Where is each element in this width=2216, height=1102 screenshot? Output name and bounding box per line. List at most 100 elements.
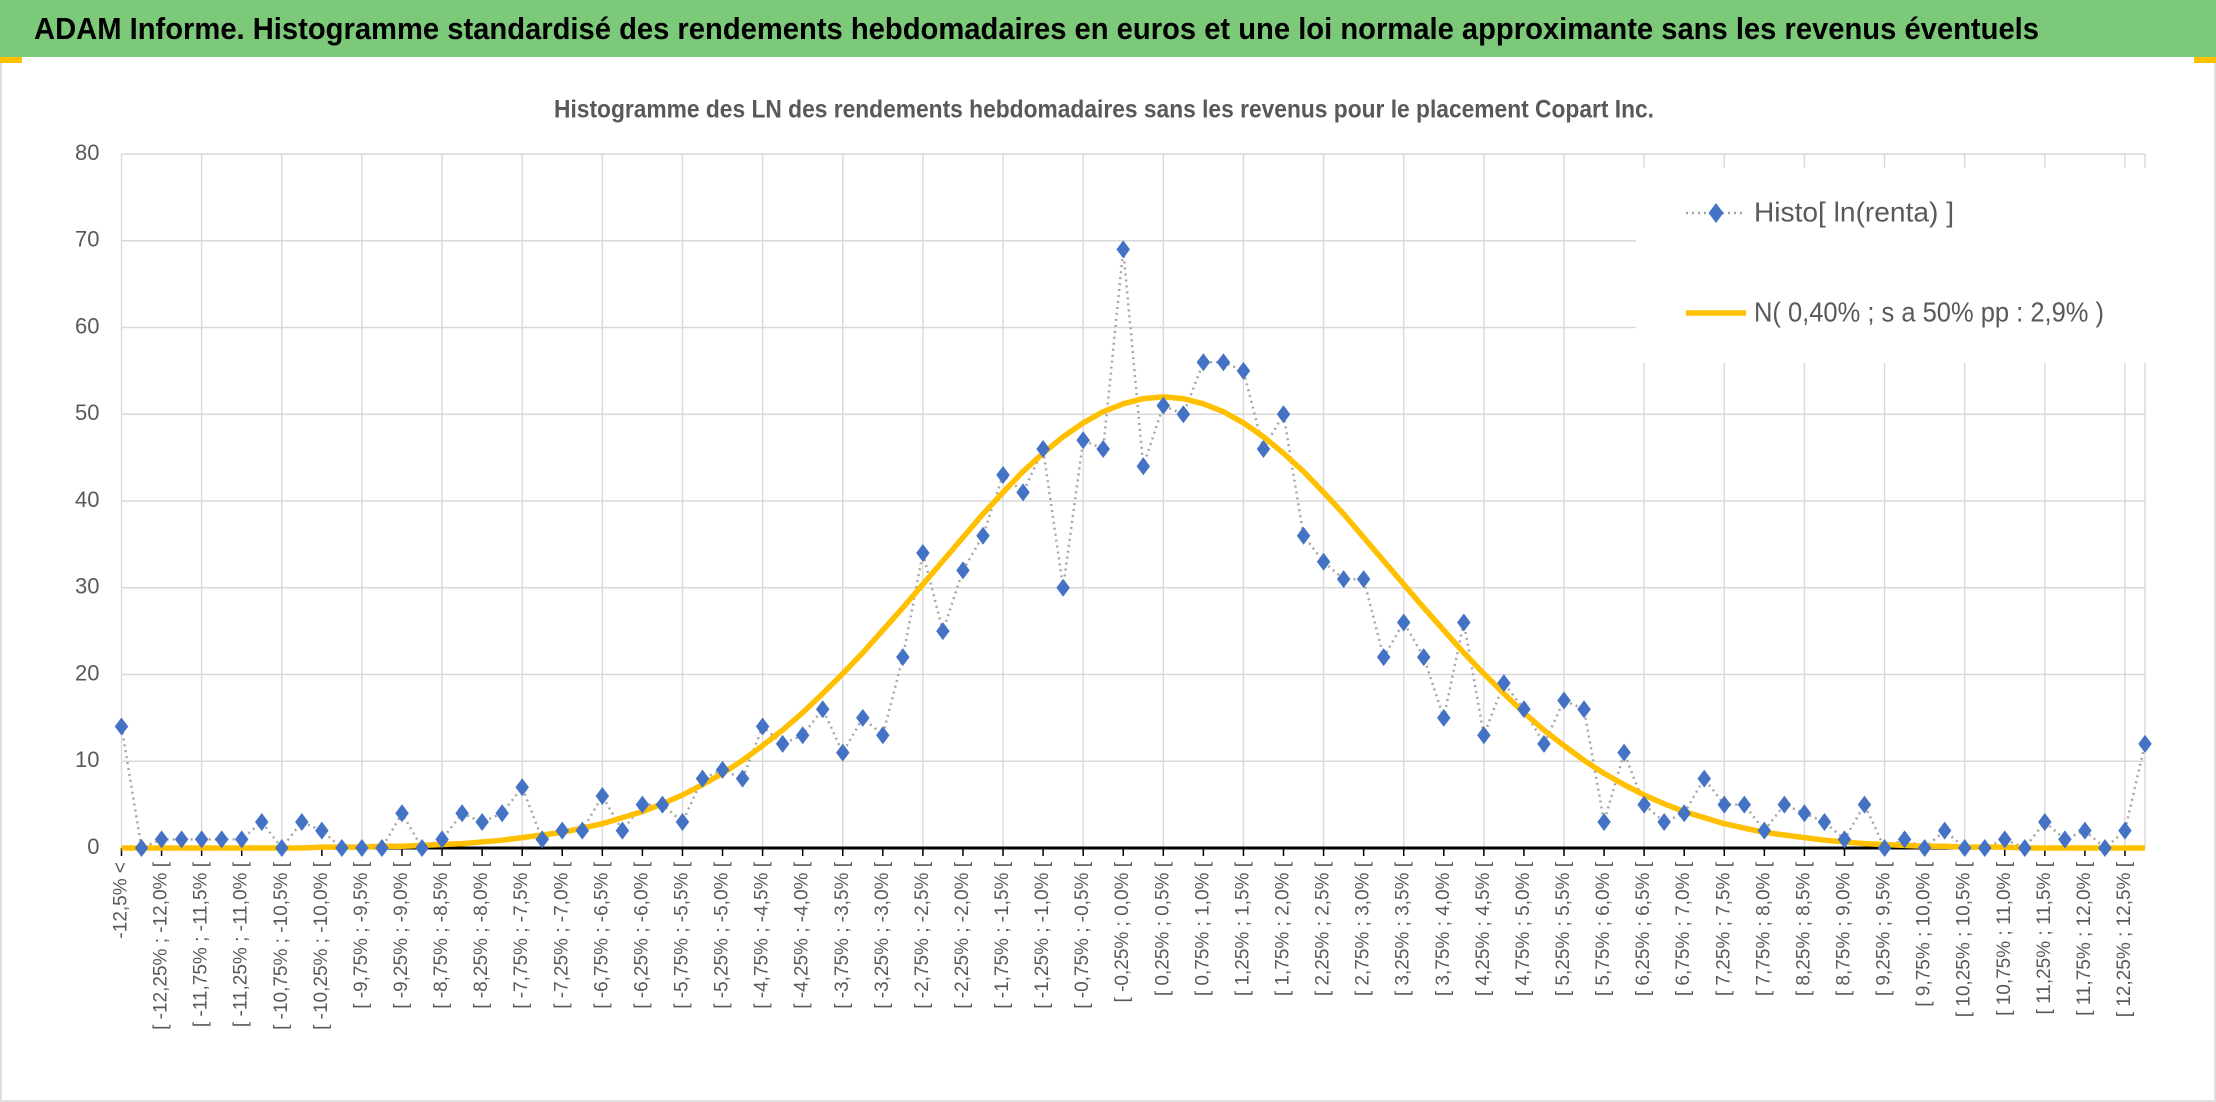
histogram-marker	[1116, 240, 1130, 259]
histogram-marker	[1417, 648, 1431, 667]
histogram-marker	[2058, 830, 2072, 849]
histogram-marker	[1316, 552, 1331, 571]
histogram-marker	[1497, 674, 1511, 693]
histogram-marker	[254, 812, 269, 831]
corner-accent	[0, 57, 22, 63]
histogram-marker	[1957, 839, 1972, 857]
histogram-marker	[315, 821, 329, 840]
histogram-marker	[475, 812, 489, 831]
x-tick-label: [ -7,75% ; -7,5% [	[511, 861, 532, 1009]
histogram-marker	[2138, 734, 2152, 753]
histogram-marker	[1517, 700, 1531, 719]
histogram-marker	[1697, 769, 1711, 788]
x-tick-label: [ 2,25% ; 2,5% [	[1313, 861, 1334, 996]
histogram-marker	[275, 839, 289, 857]
histogram-marker	[1797, 804, 1812, 823]
histogram-marker	[1096, 439, 1110, 458]
histogram-marker	[595, 786, 610, 805]
x-tick-label: [ 7,75% ; 8,0% [	[1753, 861, 1774, 996]
x-tick-label: [ -1,25% ; -1,0% [	[1032, 861, 1053, 1009]
histogram-marker	[2118, 821, 2132, 840]
histogram-marker	[1998, 830, 2012, 849]
histogram-marker	[1757, 821, 1772, 840]
x-tick-label: [ 1,75% ; 2,0% [	[1273, 861, 1294, 996]
histogram-marker	[1156, 396, 1171, 415]
histogram-marker	[1677, 804, 1691, 823]
histogram-marker	[114, 717, 129, 736]
histogram-marker	[435, 830, 449, 849]
histogram-marker	[194, 830, 209, 849]
x-tick-label: [ 11,25% ; 11,5% [	[2034, 861, 2055, 1014]
x-tick-label: [ 9,25% ; 9,5% [	[1874, 861, 1895, 996]
x-tick-label: [ -11,25% ; -11,0% [	[231, 861, 252, 1027]
histogram-marker	[2038, 812, 2052, 831]
histogram-marker	[675, 812, 690, 831]
x-tick-label: [ -2,25% ; -2,0% [	[952, 861, 973, 1009]
histogram-marker	[1216, 353, 1231, 372]
x-tick-label: [ 1,25% ; 1,5% [	[1232, 861, 1253, 996]
histogram-marker	[495, 804, 509, 823]
histogram-marker	[1897, 830, 1912, 849]
header-bar	[0, 0, 2216, 57]
histogram-marker	[655, 795, 670, 814]
y-tick-label: 50	[75, 400, 99, 425]
x-tick-label: [ -1,75% ; -1,5% [	[992, 861, 1013, 1009]
y-tick-label: 60	[75, 313, 99, 338]
histogram-marker	[916, 544, 930, 563]
histogram-marker	[2078, 821, 2092, 840]
histogram-marker	[575, 821, 590, 840]
normal-curve	[121, 394, 2145, 851]
histogram-marker	[1356, 570, 1371, 589]
histogram-marker	[375, 839, 389, 857]
x-tick-label: [ 6,25% ; 6,5% [	[1633, 861, 1654, 996]
legend-label: N( 0,40% ; s a 50% pp : 2,9% )	[1754, 296, 2104, 327]
histogram-marker	[635, 795, 650, 814]
histogram-marker	[335, 839, 349, 857]
x-tick-label: [ -0,75% ; -0,5% [	[1072, 861, 1093, 1009]
histogram-marker	[976, 526, 990, 545]
y-tick-label: 20	[75, 660, 99, 685]
histogram-marker	[1717, 795, 1732, 814]
histogram-marker	[1857, 795, 1872, 814]
histogram-marker	[1937, 821, 1952, 840]
histogram-marker	[1176, 405, 1191, 424]
histogram-marker	[896, 648, 910, 667]
x-tick-label: [ -5,25% ; -5,0% [	[712, 861, 733, 1009]
histogram-marker	[715, 760, 730, 779]
legend-label: Histo[ ln(renta) ]	[1754, 196, 1954, 227]
histogram-marker	[795, 726, 810, 745]
histogram-marker	[1577, 700, 1591, 719]
chart-title: Histogramme des LN des rendements hebdom…	[554, 96, 1654, 124]
x-tick-label: [ -12,25% ; -12,0% [	[151, 861, 172, 1030]
histogram-marker	[1617, 743, 1631, 762]
histogram-marker	[1336, 570, 1351, 589]
corner-accent	[2194, 57, 2216, 63]
histogram-marker	[775, 734, 790, 753]
x-tick-label: [ -0,25% ; 0,0% [	[1112, 861, 1133, 1002]
histogram-marker	[1136, 457, 1151, 476]
legend-box	[1636, 168, 2146, 363]
legend-marker	[1708, 203, 1724, 223]
histogram-marker	[1396, 613, 1411, 632]
histogram-marker	[615, 821, 630, 840]
x-tick-label: [ 4,75% ; 5,0% [	[1513, 861, 1534, 996]
x-tick-label: [ 6,75% ; 7,0% [	[1673, 861, 1694, 996]
histogram-marker	[876, 726, 890, 745]
histogram-marker	[996, 465, 1010, 484]
y-tick-label: 40	[75, 487, 99, 512]
x-tick-label: [ 12,25% ; 12,5% [	[2114, 861, 2135, 1017]
histogram-marker	[2098, 839, 2112, 857]
histogram-marker	[234, 830, 249, 849]
histogram-marker	[154, 830, 169, 849]
histogram-marker	[1657, 812, 1671, 831]
histogram-marker	[2018, 839, 2032, 857]
x-tick-label: [ 11,75% ; 12,0% [	[2074, 861, 2095, 1016]
histogram-marker	[1777, 795, 1792, 814]
histogram-marker	[835, 743, 850, 762]
x-tick-label: [ 3,25% ; 3,5% [	[1393, 861, 1414, 996]
x-tick-label: [ -7,25% ; -7,0% [	[551, 861, 572, 1009]
x-tick-label: [ 10,75% ; 11,0% [	[1994, 861, 2015, 1016]
histogram-marker	[755, 717, 770, 736]
histogram-marker	[1537, 734, 1551, 753]
